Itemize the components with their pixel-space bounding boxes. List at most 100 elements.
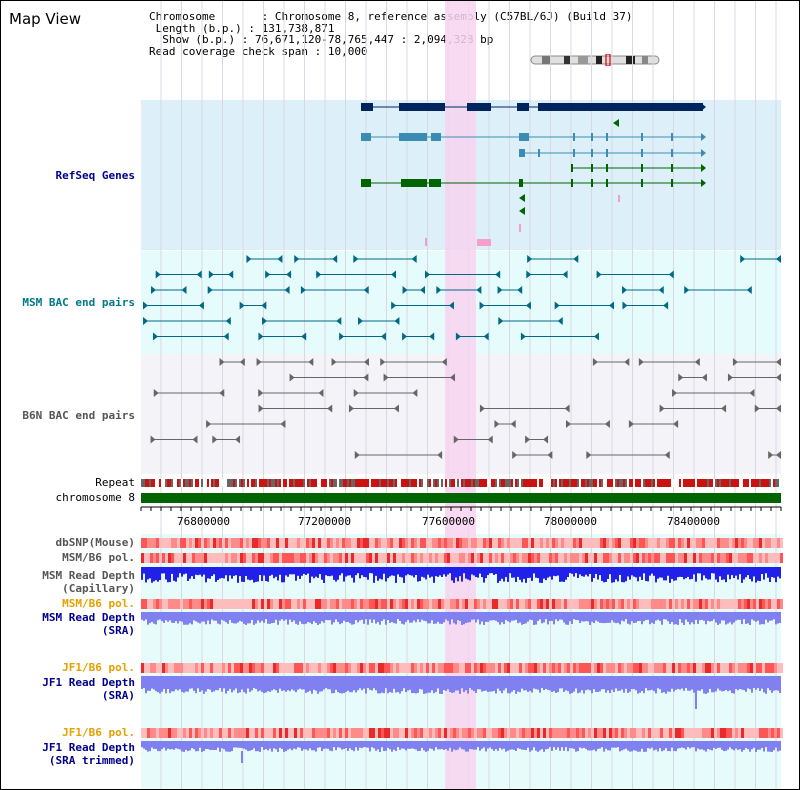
read-depth-bar — [339, 567, 341, 576]
read-depth-bar — [559, 567, 561, 582]
polymorphism-cell — [546, 663, 549, 673]
polymorphism-cell — [723, 728, 726, 738]
read-depth-bar — [757, 676, 759, 689]
gene-exon — [591, 164, 593, 172]
polymorphism-cell — [612, 538, 615, 548]
polymorphism-cell — [717, 663, 720, 673]
polymorphism-cell — [759, 728, 762, 738]
read-depth-bar — [393, 567, 395, 576]
polymorphism-cell — [429, 599, 432, 609]
read-depth-bar — [231, 567, 233, 579]
polymorphism-cell — [219, 538, 222, 548]
read-depth-bar — [307, 612, 309, 623]
polymorphism-cell — [228, 663, 231, 673]
polymorphism-cell — [432, 599, 435, 609]
read-depth-bar — [733, 567, 735, 579]
polymorphism-cell — [459, 663, 462, 673]
repeat-segment — [473, 479, 475, 487]
repeat-segment — [351, 479, 353, 487]
read-depth-bar — [363, 612, 365, 624]
read-depth-bar — [467, 567, 469, 580]
polymorphism-cell — [486, 728, 489, 738]
polymorphism-cell — [660, 538, 663, 548]
repeat-segment — [353, 479, 355, 487]
read-depth-bar — [727, 676, 729, 692]
polymorphism-cell — [666, 663, 669, 673]
polymorphism-cell — [477, 728, 480, 738]
bac-end-marker — [289, 373, 295, 382]
polymorphism-cell — [417, 728, 420, 738]
read-depth-bar — [417, 612, 419, 620]
polymorphism-cell — [534, 538, 537, 548]
polymorphism-cell — [204, 599, 207, 609]
read-depth-bar — [239, 567, 241, 577]
read-depth-bar — [361, 567, 363, 576]
read-depth-bar — [415, 612, 417, 623]
polymorphism-cell — [375, 599, 378, 609]
read-depth-bar — [283, 612, 285, 621]
polymorphism-cell — [198, 663, 201, 673]
polymorphism-cell — [678, 599, 681, 609]
repeat-segment — [255, 479, 257, 487]
repeat-segment — [445, 479, 447, 487]
polymorphism-cell — [462, 728, 465, 738]
bac-end-marker — [208, 270, 214, 279]
read-depth-bar — [577, 612, 579, 621]
repeat-segment — [363, 479, 365, 487]
read-depth-bar — [315, 612, 317, 623]
polymorphism-cell — [750, 728, 753, 738]
read-depth-bar — [287, 741, 289, 750]
read-depth-bar — [735, 741, 737, 749]
read-depth-bar — [747, 567, 749, 576]
read-depth-bar — [401, 741, 403, 749]
polymorphism-cell — [669, 553, 672, 563]
polymorphism-cell — [489, 553, 492, 563]
gene-exon — [571, 164, 573, 172]
polymorphism-cell — [732, 599, 735, 609]
read-depth-bar — [147, 676, 149, 691]
read-depth-bar — [421, 612, 423, 620]
axis-tick-label: 76800000 — [177, 515, 230, 528]
polymorphism-cell — [231, 728, 234, 738]
read-depth-bar — [451, 676, 453, 693]
read-depth-bar — [387, 676, 389, 694]
bac-end-marker — [664, 451, 670, 459]
bac-end-marker — [453, 435, 459, 444]
polymorphism-cell — [774, 538, 777, 548]
polymorphism-cell — [195, 538, 198, 548]
read-depth-bar — [681, 741, 683, 748]
polymorphism-cell — [225, 599, 228, 609]
read-depth-bar — [557, 567, 559, 576]
read-depth-bar — [381, 741, 383, 748]
polymorphism-cell — [183, 728, 186, 738]
polymorphism-cell — [744, 553, 747, 563]
repeat-segment — [253, 479, 255, 487]
polymorphism-cell — [375, 728, 378, 738]
gene-exon — [361, 179, 371, 187]
read-depth-bar — [699, 612, 701, 621]
read-depth-bar — [359, 612, 361, 621]
polymorphism-cell — [579, 663, 582, 673]
chromosome-ideogram[interactable] — [530, 54, 662, 66]
read-depth-bar — [459, 567, 461, 577]
read-depth-bar — [311, 676, 313, 694]
polymorphism-cell — [348, 599, 351, 609]
polymorphism-cell — [576, 599, 579, 609]
read-depth-bar — [607, 676, 609, 691]
repeat-segment — [617, 479, 619, 487]
read-depth-bar — [465, 612, 467, 624]
read-depth-bar — [321, 612, 323, 622]
read-depth-bar — [319, 741, 321, 748]
read-depth-bar — [181, 676, 183, 692]
read-depth-bar — [645, 676, 647, 689]
repeat-segment — [465, 479, 467, 487]
polymorphism-cell — [177, 553, 180, 563]
read-depth-bar — [539, 612, 541, 620]
read-depth-bar — [183, 676, 185, 693]
polymorphism-cell — [693, 728, 696, 738]
read-depth-bar — [407, 612, 409, 620]
polymorphism-cell — [258, 538, 261, 548]
read-depth-bar — [163, 676, 165, 689]
polymorphism-cell — [513, 599, 516, 609]
